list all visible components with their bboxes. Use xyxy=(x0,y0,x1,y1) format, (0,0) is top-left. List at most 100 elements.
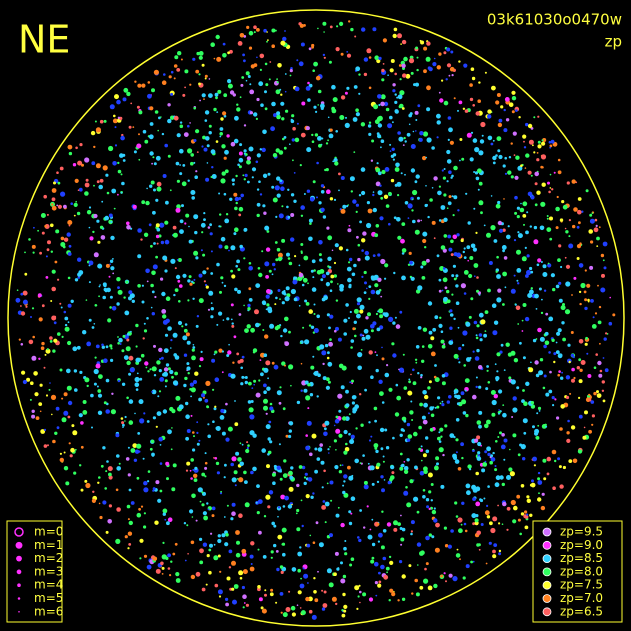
star xyxy=(249,111,253,115)
star xyxy=(201,231,204,234)
star xyxy=(183,132,189,138)
star xyxy=(546,215,549,217)
star xyxy=(272,153,278,158)
star xyxy=(368,121,372,124)
star xyxy=(480,523,484,526)
star xyxy=(223,93,228,98)
star xyxy=(373,443,379,448)
star xyxy=(275,296,278,300)
star xyxy=(427,472,433,478)
star xyxy=(51,197,56,202)
star xyxy=(496,274,501,279)
star xyxy=(551,449,557,455)
star xyxy=(427,386,431,390)
star xyxy=(196,315,200,318)
star xyxy=(227,51,231,55)
star xyxy=(540,261,543,263)
star xyxy=(41,231,45,235)
zp-label: zp=7.0 xyxy=(560,591,603,605)
star xyxy=(368,439,372,442)
star xyxy=(154,295,157,299)
star xyxy=(179,164,182,166)
star xyxy=(247,75,251,78)
star xyxy=(333,158,338,163)
star xyxy=(295,512,298,515)
star xyxy=(384,277,387,280)
star xyxy=(495,475,501,481)
star xyxy=(377,277,382,282)
star xyxy=(219,492,223,495)
star xyxy=(392,353,397,358)
star xyxy=(278,443,281,446)
star xyxy=(548,351,551,354)
star xyxy=(494,363,497,366)
star xyxy=(128,296,132,301)
star xyxy=(190,458,194,462)
star xyxy=(380,258,386,265)
star xyxy=(234,287,238,292)
star xyxy=(503,458,506,461)
star xyxy=(555,341,558,344)
star xyxy=(434,465,439,471)
star xyxy=(436,405,440,409)
star xyxy=(230,303,234,307)
star xyxy=(314,598,319,603)
star xyxy=(200,350,203,353)
star xyxy=(174,267,177,270)
star xyxy=(195,519,198,522)
star xyxy=(235,451,240,456)
star xyxy=(240,83,244,87)
star xyxy=(255,501,258,504)
star xyxy=(564,227,567,230)
star xyxy=(57,278,60,281)
star xyxy=(238,213,242,217)
star xyxy=(186,366,191,371)
star xyxy=(296,122,299,125)
star xyxy=(490,142,494,146)
star xyxy=(485,562,488,565)
star xyxy=(207,508,210,511)
star xyxy=(203,147,208,152)
star xyxy=(229,49,233,54)
magnitude-label: m=4 xyxy=(34,578,63,592)
star xyxy=(163,73,166,76)
star xyxy=(231,502,236,507)
star xyxy=(403,136,406,140)
star xyxy=(590,299,594,303)
star xyxy=(20,305,22,307)
star xyxy=(478,200,484,206)
star xyxy=(72,430,78,436)
star xyxy=(251,167,257,172)
star xyxy=(438,431,441,434)
star xyxy=(172,380,179,386)
star xyxy=(161,554,167,560)
star xyxy=(436,113,441,119)
star xyxy=(421,260,427,266)
star xyxy=(161,356,164,360)
star xyxy=(163,348,169,353)
star xyxy=(317,27,319,30)
star xyxy=(222,111,227,116)
star xyxy=(396,395,402,401)
star xyxy=(84,191,89,196)
star xyxy=(476,348,480,353)
star xyxy=(368,350,373,355)
star xyxy=(448,395,452,399)
star xyxy=(456,233,460,237)
star xyxy=(595,353,598,356)
star xyxy=(196,151,199,154)
star xyxy=(91,498,96,503)
star xyxy=(121,133,124,137)
star xyxy=(239,244,243,249)
star xyxy=(329,25,333,29)
star xyxy=(461,157,465,161)
star xyxy=(550,139,555,144)
star xyxy=(372,321,377,326)
star xyxy=(264,261,270,267)
star xyxy=(355,427,358,430)
star xyxy=(280,93,283,96)
star xyxy=(33,371,38,376)
star xyxy=(329,338,332,341)
star xyxy=(291,114,295,118)
star xyxy=(243,304,245,307)
